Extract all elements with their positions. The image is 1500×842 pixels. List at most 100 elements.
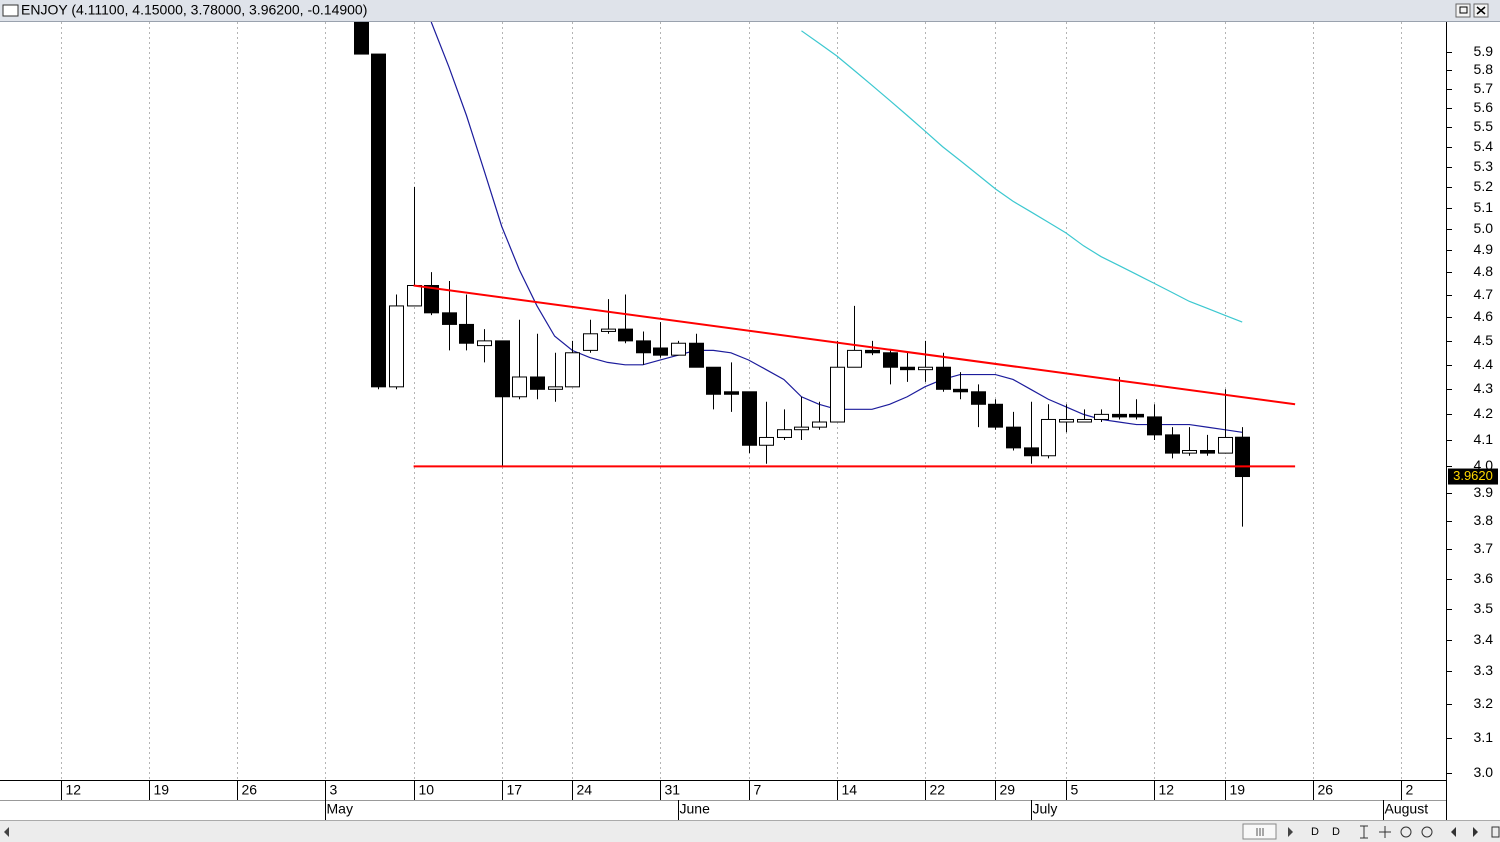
candle-body [1165, 434, 1180, 454]
last-price-box [1448, 468, 1498, 485]
candle-body [671, 342, 686, 356]
candle-body [601, 328, 616, 332]
period-button[interactable]: D [1311, 826, 1319, 838]
candle-body [1182, 449, 1197, 454]
x-tick-label: 3 [330, 782, 338, 798]
candle-body [883, 352, 898, 368]
y-tick-label: 3.2 [1474, 695, 1494, 711]
period-button[interactable]: D [1332, 826, 1340, 838]
candle-body [936, 366, 951, 390]
zoom-button[interactable] [1360, 825, 1368, 839]
candle-body [724, 391, 739, 395]
close-glyph [1476, 6, 1486, 15]
x-tick-label: 17 [507, 782, 523, 798]
candle-body [1218, 436, 1233, 454]
zoom-in-button[interactable] [1421, 826, 1433, 838]
candle-body [618, 328, 633, 342]
y-tick-label: 4.2 [1474, 405, 1494, 421]
candle-body [900, 366, 915, 371]
y-tick-label: 4.3 [1474, 380, 1494, 396]
candle-body [953, 388, 968, 393]
y-tick-label: 5.0 [1474, 220, 1494, 236]
cross-button[interactable] [1379, 826, 1391, 838]
y-tick-label: 5.5 [1474, 118, 1494, 134]
x-tick-label: 14 [842, 782, 858, 798]
y-tick-label: 4.8 [1474, 263, 1494, 279]
thumb-grip [1256, 828, 1264, 836]
candle-body [830, 366, 845, 423]
candle-body [1077, 418, 1092, 423]
y-tick-label: 4.9 [1474, 241, 1494, 257]
y-tick-label: 4.6 [1474, 308, 1494, 324]
y-tick-label: 4.4 [1474, 356, 1494, 372]
candle-body [777, 429, 792, 438]
candle-body [407, 285, 422, 307]
candle-body [1024, 447, 1039, 457]
x-tick-label: 29 [1000, 782, 1016, 798]
y-tick-label: 3.8 [1474, 512, 1494, 528]
month-label: June [680, 801, 711, 817]
candle-body [354, 22, 369, 55]
candle-body [565, 352, 580, 388]
candle-body [495, 340, 510, 398]
candle-body [1094, 413, 1109, 420]
month-label: August [1385, 801, 1429, 817]
y-tick-label: 3.3 [1474, 662, 1494, 678]
candle-body [636, 340, 651, 354]
x-tick-label: 22 [930, 782, 946, 798]
candle-body [389, 305, 404, 388]
x-tick-label: 10 [419, 782, 435, 798]
y-tick-label: 5.9 [1474, 43, 1494, 59]
candle-body [1129, 413, 1144, 418]
candle-body [424, 285, 439, 314]
candle-body [1041, 418, 1056, 457]
candle-body [847, 349, 862, 368]
y-tick-label: 3.1 [1474, 729, 1494, 745]
y-tick-label: 3.5 [1474, 600, 1494, 616]
scroll-left[interactable] [4, 827, 9, 837]
panel-button[interactable] [1491, 826, 1500, 838]
candle-body [1235, 436, 1250, 478]
y-tick-label: 3.9 [1474, 484, 1494, 500]
candle-body [512, 376, 527, 398]
candle-body [689, 342, 704, 368]
page-left[interactable] [1451, 827, 1456, 837]
candle-body [530, 376, 545, 390]
y-tick-label: 5.3 [1474, 158, 1494, 174]
y-tick-label: 5.7 [1474, 80, 1494, 96]
candle-body [1200, 449, 1215, 454]
candle-body [865, 349, 880, 354]
chart-title: ENJOY (4.11100, 4.15000, 3.78000, 3.9620… [21, 2, 367, 18]
candle-body [988, 403, 1003, 428]
page-right[interactable] [1473, 827, 1478, 837]
y-tick-label: 5.6 [1474, 99, 1494, 115]
y-tick-label: 4.7 [1474, 286, 1494, 302]
y-tick-label: 3.7 [1474, 540, 1494, 556]
candle-body [442, 312, 457, 325]
x-tick-label: 5 [1071, 782, 1079, 798]
candle-body [1059, 418, 1074, 423]
candle-body [653, 347, 668, 356]
x-tick-label: 12 [66, 782, 82, 798]
candle-body [706, 366, 721, 395]
last-price-label: 3.9620 [1453, 468, 1493, 483]
trend-line [413, 284, 1296, 406]
candle-body [477, 340, 492, 347]
candle-body [794, 426, 809, 431]
candle-body [583, 333, 598, 351]
y-tick-label: 3.0 [1474, 764, 1494, 780]
y-tick-label: 3.6 [1474, 570, 1494, 586]
month-label: July [1033, 801, 1058, 817]
x-tick-label: 12 [1159, 782, 1175, 798]
restore-button[interactable] [1455, 3, 1471, 18]
candle-body [759, 436, 774, 446]
scroll-bar[interactable] [0, 821, 1500, 842]
candle-body [971, 391, 986, 405]
y-tick-label: 5.8 [1474, 61, 1494, 77]
scroll-right[interactable] [1288, 827, 1293, 837]
candle-body [548, 386, 563, 390]
candle-body [742, 391, 757, 446]
y-tick-label: 5.1 [1474, 199, 1494, 215]
zoom-out-button[interactable] [1400, 826, 1412, 838]
